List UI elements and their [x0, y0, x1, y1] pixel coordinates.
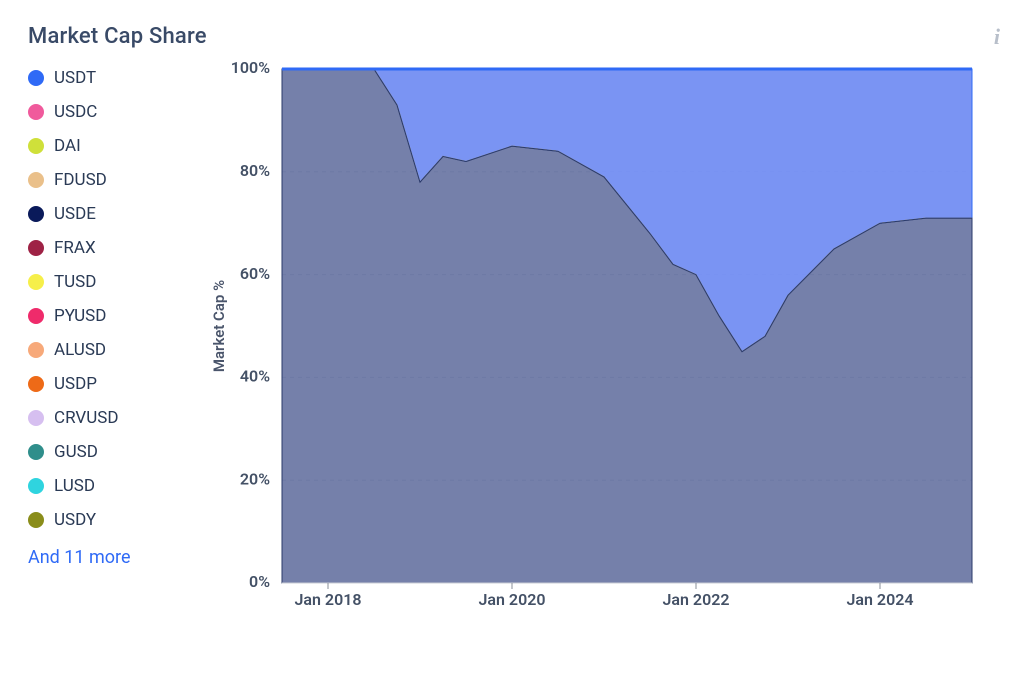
- legend-swatch: [28, 308, 44, 324]
- legend-more-link[interactable]: And 11 more: [28, 547, 196, 568]
- legend-label: USDY: [54, 510, 96, 530]
- legend-swatch: [28, 138, 44, 154]
- legend-swatch: [28, 342, 44, 358]
- legend-item-fdusd[interactable]: FDUSD: [28, 163, 196, 197]
- legend-item-alusd[interactable]: ALUSD: [28, 333, 196, 367]
- legend-item-frax[interactable]: FRAX: [28, 231, 196, 265]
- legend-swatch: [28, 376, 44, 392]
- legend-label: CRVUSD: [54, 408, 118, 428]
- y-tick-label: 40%: [240, 367, 270, 386]
- legend-label: ALUSD: [54, 340, 106, 360]
- legend-label: PYUSD: [54, 306, 106, 326]
- legend-swatch: [28, 478, 44, 494]
- legend-label: FDUSD: [54, 170, 107, 190]
- legend-swatch: [28, 410, 44, 426]
- legend-item-usdc[interactable]: USDC: [28, 95, 196, 129]
- y-axis-title: Market Cap %: [210, 280, 228, 372]
- legend-swatch: [28, 70, 44, 86]
- legend-label: USDP: [54, 374, 97, 394]
- chart-title: Market Cap Share: [28, 24, 1004, 49]
- legend-label: DAI: [54, 136, 81, 156]
- legend-label: LUSD: [54, 476, 95, 496]
- legend-item-usdp[interactable]: USDP: [28, 367, 196, 401]
- legend-label: USDC: [54, 102, 97, 122]
- y-tick-label: 100%: [231, 59, 270, 77]
- y-tick-label: 80%: [240, 161, 270, 180]
- legend-item-usde[interactable]: USDE: [28, 197, 196, 231]
- legend-swatch: [28, 104, 44, 120]
- legend-swatch: [28, 172, 44, 188]
- info-icon[interactable]: i: [994, 24, 1000, 50]
- y-tick-label: 60%: [240, 264, 270, 283]
- y-tick-label: 20%: [240, 469, 270, 488]
- areas: [282, 69, 972, 583]
- x-tick-label: Jan 2022: [663, 590, 730, 609]
- x-tick-label: Jan 2018: [295, 590, 362, 609]
- legend-item-lusd[interactable]: LUSD: [28, 469, 196, 503]
- y-tick-label: 0%: [249, 572, 270, 591]
- legend-swatch: [28, 274, 44, 290]
- legend-item-pyusd[interactable]: PYUSD: [28, 299, 196, 333]
- x-tick-label: Jan 2024: [847, 590, 914, 609]
- legend-item-usdt[interactable]: USDT: [28, 61, 196, 95]
- legend-label: USDT: [54, 68, 96, 88]
- legend-item-usdy[interactable]: USDY: [28, 503, 196, 537]
- legend-item-dai[interactable]: DAI: [28, 129, 196, 163]
- legend: USDT USDC DAI FDUSD USDE FRAX TUSD PYUSD ALUSD US…: [24, 59, 196, 568]
- legend-label: TUSD: [54, 272, 96, 292]
- legend-item-crvusd[interactable]: CRVUSD: [28, 401, 196, 435]
- content-row: USDT USDC DAI FDUSD USDE FRAX TUSD PYUSD ALUSD US…: [24, 59, 1004, 619]
- legend-item-tusd[interactable]: TUSD: [28, 265, 196, 299]
- legend-label: USDE: [54, 204, 96, 224]
- legend-swatch: [28, 444, 44, 460]
- legend-label: GUSD: [54, 442, 98, 462]
- legend-swatch: [28, 240, 44, 256]
- legend-swatch: [28, 206, 44, 222]
- legend-item-gusd[interactable]: GUSD: [28, 435, 196, 469]
- chart-area: 0% 20% 40% 60% 80% 100% Market Cap % Jan 2018 Ja…: [196, 59, 1004, 619]
- chart-svg: 0% 20% 40% 60% 80% 100% Market Cap % Jan 2018 Ja…: [196, 59, 996, 619]
- legend-swatch: [28, 512, 44, 528]
- legend-label: FRAX: [54, 238, 96, 258]
- x-tick-label: Jan 2020: [479, 590, 546, 609]
